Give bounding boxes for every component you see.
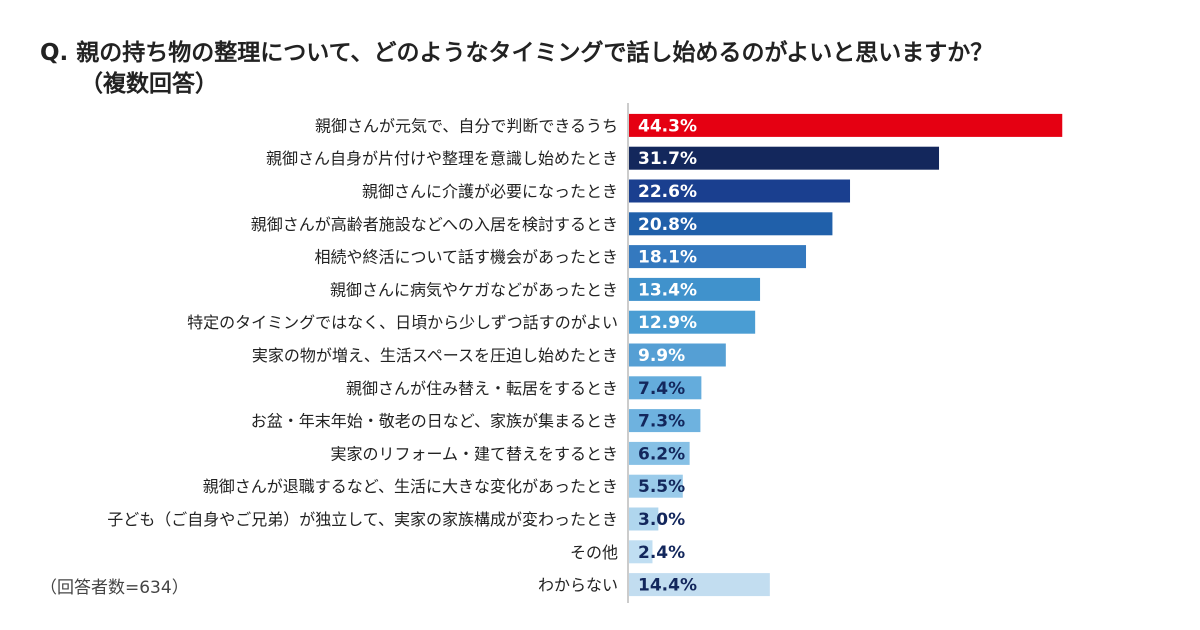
category-label: 子ども（ご自身やご兄弟）が独立して、実家の家族構成が変わったとき [107,510,618,529]
chart-title-line2: （複数回答） [80,71,218,97]
value-label: 13.4% [638,280,697,300]
chart-title-line1: Q. 親の持ち物の整理について、どのようなタイミングで話し始めるのがよいと思いま… [40,40,994,66]
category-label: お盆・年末年始・敬老の日など、家族が集まるとき [251,412,618,431]
bars-group: 親御さんが元気で、自分で判断できるうち 44.3% 親御さん自身が片付けや整理を意識… [107,113,1063,597]
bar [629,474,683,498]
category-label: 実家の物が増え、生活スペースを圧迫し始めたとき [252,346,618,365]
category-label: 親御さんが高齢者施設などへの入居を検討するとき [251,215,618,234]
value-label: 3.0% [638,510,685,530]
value-label: 14.4% [638,576,697,596]
category-label: 特定のタイミングではなく、日頃から少しずつ話すのがよい [187,313,618,332]
value-label: 7.3% [638,412,685,432]
value-label: 7.4% [638,379,685,399]
value-label: 20.8% [638,215,697,235]
category-label: 親御さんに病気やケガなどがあったとき [330,280,618,299]
value-label: 6.2% [638,444,685,464]
chart-title: Q. 親の持ち物の整理について、どのようなタイミングで話し始めるのがよいと思いま… [40,38,993,100]
value-label: 5.5% [638,477,685,497]
category-label: 親御さん自身が片付けや整理を意識し始めたとき [266,149,618,168]
respondent-count: （回答者数=634） [40,578,189,598]
bar [629,245,807,269]
category-label: その他 [570,543,618,562]
bar [629,179,851,203]
category-label: 相続や終活について話す機会があったとき [314,248,618,267]
value-label: 9.9% [638,346,685,366]
bar [629,507,659,531]
bar [629,441,690,465]
category-label: 親御さんが退職するなど、生活に大きな変化があったとき [203,477,618,496]
value-label: 2.4% [638,543,685,563]
category-label: わからない [538,576,618,595]
category-label: 実家のリフォーム・建て替えをするとき [330,444,618,463]
bar [629,409,701,433]
bar [629,277,761,301]
bar [629,343,726,367]
category-label: 親御さんが住み替え・転居をするとき [346,379,618,398]
value-label: 44.3% [638,116,697,136]
bar [629,376,702,400]
bar [629,146,940,170]
category-label: 親御さんに介護が必要になったとき [362,182,618,201]
bar [629,573,770,597]
value-label: 31.7% [638,149,697,169]
bar [629,540,653,564]
bar [629,310,756,334]
bar [629,212,833,236]
value-label: 18.1% [638,248,697,268]
category-label: 親御さんが元気で、自分で判断できるうち [315,116,618,135]
value-label: 12.9% [638,313,697,333]
value-label: 22.6% [638,182,697,202]
bar [629,113,1063,137]
